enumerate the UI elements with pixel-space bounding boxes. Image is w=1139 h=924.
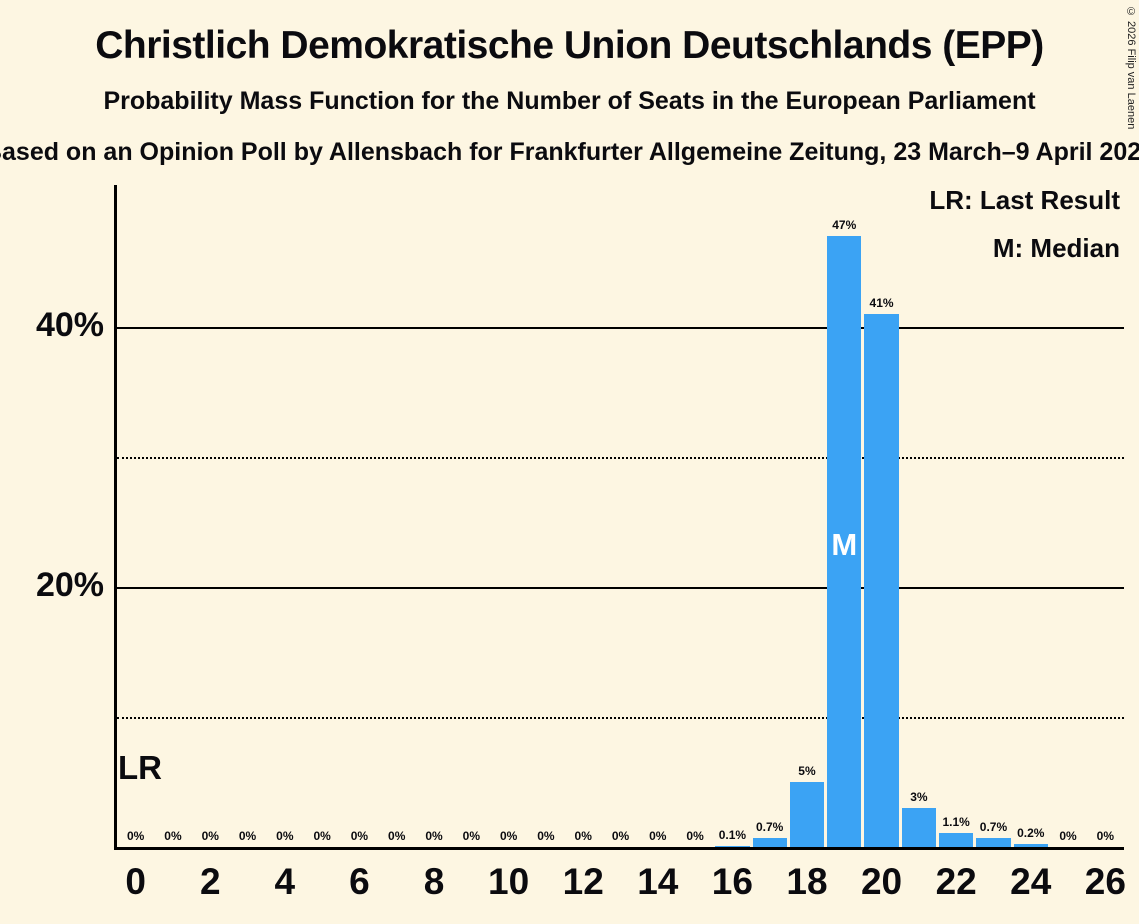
bar-value-label-seat-25: 0% [1059, 829, 1077, 843]
gridline-dotted-30pct [117, 457, 1124, 459]
bar-value-label-seat-17: 0.7% [755, 819, 784, 834]
bar-value-label-seat-21: 3% [910, 790, 928, 804]
median-marker: M [831, 527, 858, 562]
bar-seat-19 [827, 236, 862, 847]
bar-value-label-seat-26: 0% [1096, 829, 1115, 843]
gridline-dotted-10pct [117, 717, 1124, 719]
bar-value-label-seat-1: 0% [164, 829, 182, 843]
x-axis-label-24: 24 [1010, 861, 1052, 902]
x-axis-label-6: 6 [349, 861, 370, 902]
x-axis-label-4: 4 [274, 861, 296, 902]
bar-value-label-seat-14: 0% [649, 829, 667, 843]
x-axis-label-12: 12 [562, 861, 604, 902]
y-axis-label-20: 20% [35, 565, 104, 604]
x-axis-label-18: 18 [786, 861, 828, 902]
bar-value-label-seat-3: 0% [238, 829, 257, 843]
bar-value-label-seat-2: 0% [201, 829, 219, 843]
bar-value-label-seat-11: 0% [537, 829, 555, 843]
bar-value-label-seat-4: 0% [276, 829, 294, 843]
bar-value-label-seat-12: 0% [574, 829, 592, 843]
bar-value-label-seat-7: 0% [388, 829, 406, 843]
source-line: Based on an Opinion Poll by Allensbach f… [0, 138, 1139, 166]
bar-value-label-seat-15: 0% [686, 829, 704, 843]
bar-value-label-seat-20: 41% [869, 296, 894, 310]
x-axis-label-14: 14 [637, 861, 679, 902]
last-result-marker: LR [118, 749, 162, 786]
x-axis-label-8: 8 [423, 861, 445, 902]
bar-value-label-seat-23: 0.7% [979, 819, 1008, 834]
chart-title: Christlich Demokratische Union Deutschla… [95, 24, 1044, 67]
bar-value-label-seat-18: 5% [798, 764, 816, 778]
bar-seat-23 [976, 837, 1011, 847]
bar-value-label-seat-5: 0% [313, 829, 331, 843]
bar-seat-17 [752, 837, 787, 847]
bar-value-label-seat-24: 0.2% [1017, 826, 1045, 841]
x-axis-label-16: 16 [711, 861, 753, 902]
bar-seat-24 [1013, 844, 1048, 847]
x-axis-label-22: 22 [935, 861, 977, 902]
x-axis-label-26: 26 [1084, 861, 1126, 902]
x-axis-label-10: 10 [488, 861, 530, 902]
bar-seat-21 [901, 808, 936, 847]
bar-value-label-seat-10: 0% [499, 829, 518, 843]
bar-value-label-seat-9: 0% [462, 829, 480, 843]
x-axis-line [114, 847, 1124, 850]
x-axis-label-2: 2 [199, 861, 221, 902]
bar-seat-20 [864, 314, 899, 847]
y-axis-label-40: 40% [35, 305, 104, 344]
bar-value-label-seat-16: 0.1% [718, 827, 747, 842]
legend-median: M: Median [992, 233, 1120, 263]
bar-seat-22 [939, 832, 974, 847]
bar-value-label-seat-13: 0% [611, 829, 630, 843]
x-axis-label-20: 20 [860, 861, 903, 902]
gridline-solid-20pct [117, 587, 1124, 589]
gridline-solid-40pct [117, 327, 1124, 329]
copyright-note: © 2026 Filip van Laenen [1125, 6, 1137, 130]
bar-seat-18 [789, 782, 825, 847]
bar-value-label-seat-19: 47% [832, 218, 857, 232]
bar-value-label-seat-22: 1.1% [942, 814, 970, 829]
bar-seat-16 [715, 845, 750, 847]
chart-subtitle: Probability Mass Function for the Number… [103, 87, 1036, 115]
legend-last-result: LR: Last Result [929, 185, 1120, 215]
x-axis-label-0: 0 [125, 861, 146, 902]
bar-value-label-seat-8: 0% [425, 829, 443, 843]
y-axis-line [114, 185, 117, 850]
bar-value-label-seat-0: 0% [126, 829, 145, 843]
bar-value-label-seat-6: 0% [350, 829, 369, 843]
